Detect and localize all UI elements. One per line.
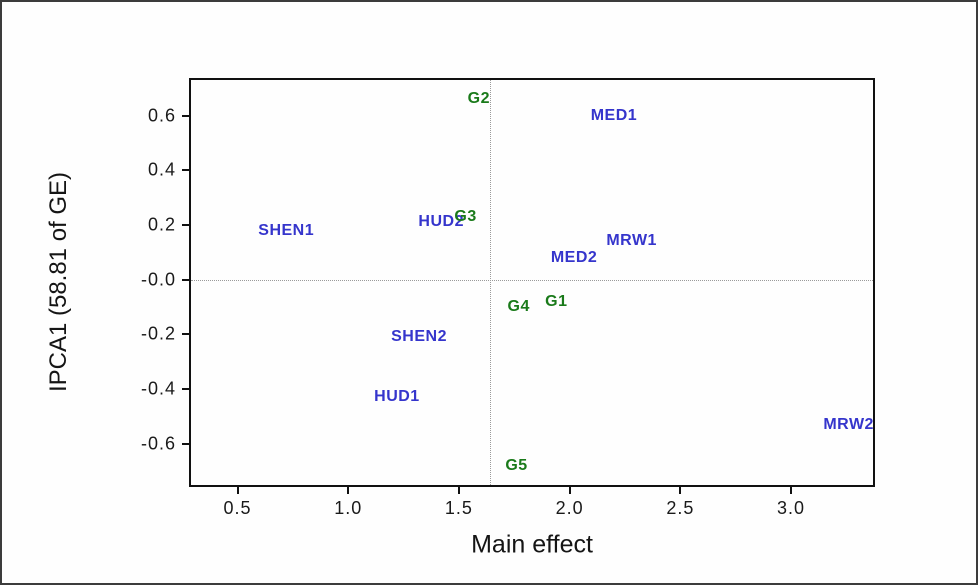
data-point-label-mrw2: MRW2 [823,415,874,433]
data-point-label-med1: MED1 [590,106,638,124]
data-point-label-hud2: HUD2 [418,213,464,231]
data-point-label-mrw1: MRW1 [606,232,657,250]
y-axis-tick [182,224,189,227]
x-axis-tick-label: 2.5 [666,498,695,518]
y-axis-tick-label: -0.6 [140,433,176,454]
y-axis-tick [182,114,189,117]
y-axis-tick-label: 0.6 [147,105,176,126]
y-axis-tick-label: -0.4 [140,378,176,399]
x-axis-title: Main effect [471,530,593,559]
y-axis-tick-label: 0.4 [147,159,176,180]
x-axis-tick-label: 3.0 [777,498,806,518]
x-axis-tick-label: 2.0 [555,498,584,518]
x-axis-tick [568,487,571,494]
horizontal-reference-line [191,279,873,281]
x-axis-tick [236,487,239,494]
x-axis-tick [790,487,793,494]
data-point-label-med2: MED2 [550,248,598,266]
y-axis-tick-label: -0.2 [140,323,176,344]
y-axis-tick-label: 0.2 [147,214,176,235]
plot-area: 0.5 1.0 1.5 2.0 2.5 3.0 0.6 0.4 0.2 -0.0 -0.2 -0.4 -… [141,78,875,518]
data-point-label-shen2: SHEN2 [391,328,447,346]
data-point-label-shen1: SHEN1 [258,221,315,239]
y-axis-tick [182,388,189,391]
y-axis-tick [182,278,189,281]
data-point-label-g3: G3 [454,207,477,225]
x-axis-tick-label: 1.0 [334,498,363,518]
data-point-label-g4: G4 [507,298,530,316]
y-axis-tick [182,169,189,172]
x-axis-tick [679,487,682,494]
y-axis-tick [182,442,189,445]
x-axis-tick [457,487,460,494]
data-point-label-g5: G5 [505,456,528,474]
data-point-label-g1: G1 [545,292,568,310]
x-axis-tick-label: 0.5 [223,498,252,518]
data-point-label-g2: G2 [467,90,491,108]
vertical-reference-line [489,80,491,485]
y-axis-tick [182,333,189,336]
data-point-label-hud1: HUD1 [374,388,420,406]
y-axis-tick-label: -0.0 [140,269,176,290]
y-axis-title: IPCA1 (58.81 of GE) [45,171,72,393]
x-axis-tick [347,487,350,494]
x-axis-tick-label: 1.5 [444,498,473,518]
